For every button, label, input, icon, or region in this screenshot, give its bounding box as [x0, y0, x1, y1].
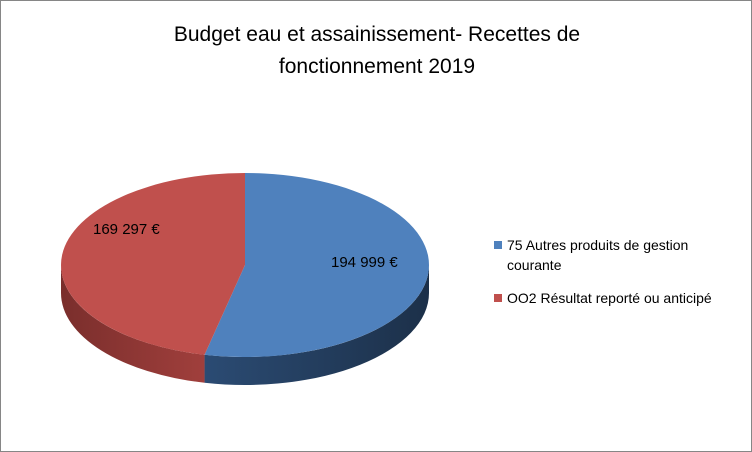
- chart-title-line-1: Budget eau et assainissement- Recettes d…: [173, 23, 581, 46]
- chart-title-line-2: fonctionnement 2019: [278, 55, 476, 78]
- legend-label-2-line-1: OO2 Résultat reporté ou anticipé: [507, 290, 712, 306]
- legend-swatch-1: [494, 241, 502, 249]
- pie-side-slice-2-part-1: [61, 265, 205, 383]
- data-label-slice-2: 169 297 €: [93, 221, 160, 238]
- pie-data-labels: 194 999 € 169 297 €: [93, 221, 398, 271]
- chart-title: Budget eau et assainissement- Recettes d…: [1, 19, 751, 83]
- legend-swatch-2: [494, 294, 502, 302]
- data-label-slice-1: 194 999 €: [331, 254, 398, 271]
- pie-slice-1: [204, 173, 430, 357]
- pie-side-walls: [61, 265, 429, 385]
- legend-label-1-line-1: 75 Autres produits de gestion: [507, 237, 689, 253]
- legend-item-2: OO2 Résultat reporté ou anticipé: [494, 288, 744, 308]
- legend-item-1: 75 Autres produits de gestion courante: [494, 235, 744, 275]
- legend-label-1-line-2: courante: [507, 257, 562, 273]
- pie-slice-2: [61, 173, 246, 355]
- pie-side-slice-1-part-1: [204, 265, 429, 385]
- pie-top-faces: [61, 173, 430, 357]
- chart-legend: 75 Autres produits de gestion courante O…: [494, 235, 744, 321]
